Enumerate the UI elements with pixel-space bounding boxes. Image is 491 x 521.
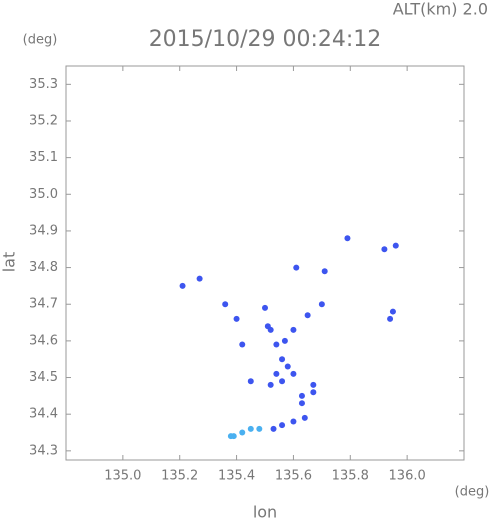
x-tick-label: 135.2 — [161, 469, 198, 484]
echo-point — [247, 425, 254, 432]
echo-point — [290, 418, 297, 425]
y-tick-label: 35.2 — [29, 113, 58, 128]
y-tick-label: 35.3 — [29, 77, 58, 92]
x-tick-label: 135.0 — [104, 469, 141, 484]
echo-point — [222, 301, 229, 308]
plot-frame — [65, 65, 465, 461]
x-tick-label: 135.4 — [218, 469, 255, 484]
x-tick-label: 135.8 — [332, 469, 369, 484]
echo-point — [392, 242, 399, 249]
altitude-label: ALT(km) 2.0 — [393, 0, 488, 19]
echo-point — [239, 341, 246, 348]
echo-point — [196, 275, 203, 282]
echo-point — [293, 264, 300, 271]
echo-point — [267, 381, 274, 388]
y-tick-label: 34.8 — [29, 260, 58, 275]
echo-point — [230, 433, 237, 440]
y-axis-label: lat — [0, 252, 19, 273]
x-tick-label: 136.0 — [389, 469, 426, 484]
echo-point — [273, 370, 280, 377]
echo-point — [256, 425, 263, 432]
echo-point — [298, 400, 305, 407]
echo-point — [304, 312, 311, 319]
echo-point — [279, 378, 286, 385]
echo-point — [310, 381, 317, 388]
echo-point — [279, 422, 286, 429]
echo-point — [270, 425, 277, 432]
echo-point — [239, 429, 246, 436]
echo-point — [344, 235, 351, 242]
y-tick-label: 34.5 — [29, 370, 58, 385]
y-tick-label: 34.6 — [29, 333, 58, 348]
x-tick-label: 135.6 — [275, 469, 312, 484]
x-axis-label: lon — [253, 503, 277, 521]
echo-point — [247, 378, 254, 385]
y-tick-label: 34.3 — [29, 443, 58, 458]
echo-point — [233, 315, 240, 322]
y-tick-label: 35.0 — [29, 187, 58, 202]
echo-point — [290, 326, 297, 333]
echo-point — [298, 392, 305, 399]
y-unit: (deg) — [23, 33, 58, 48]
y-tick-label: 34.7 — [29, 297, 58, 312]
echo-point — [290, 370, 297, 377]
y-tick-label: 34.4 — [29, 407, 58, 422]
echo-point — [381, 246, 388, 253]
echo-point — [279, 356, 286, 363]
echo-point — [262, 304, 268, 311]
echo-point — [318, 301, 325, 308]
y-tick-label: 34.9 — [29, 223, 58, 238]
echo-point — [179, 282, 186, 289]
chart-title: 2015/10/29 00:24:12 — [149, 27, 382, 52]
echo-point — [387, 315, 394, 322]
y-tick-label: 35.1 — [29, 150, 58, 165]
echo-point — [310, 389, 317, 396]
x-unit: (deg) — [455, 485, 490, 500]
echo-point — [284, 363, 291, 370]
echo-point — [389, 308, 396, 315]
echo-point — [321, 268, 328, 275]
echo-point — [281, 337, 288, 344]
echo-point — [273, 341, 280, 348]
echo-point — [267, 326, 274, 333]
echo-point — [301, 414, 308, 421]
